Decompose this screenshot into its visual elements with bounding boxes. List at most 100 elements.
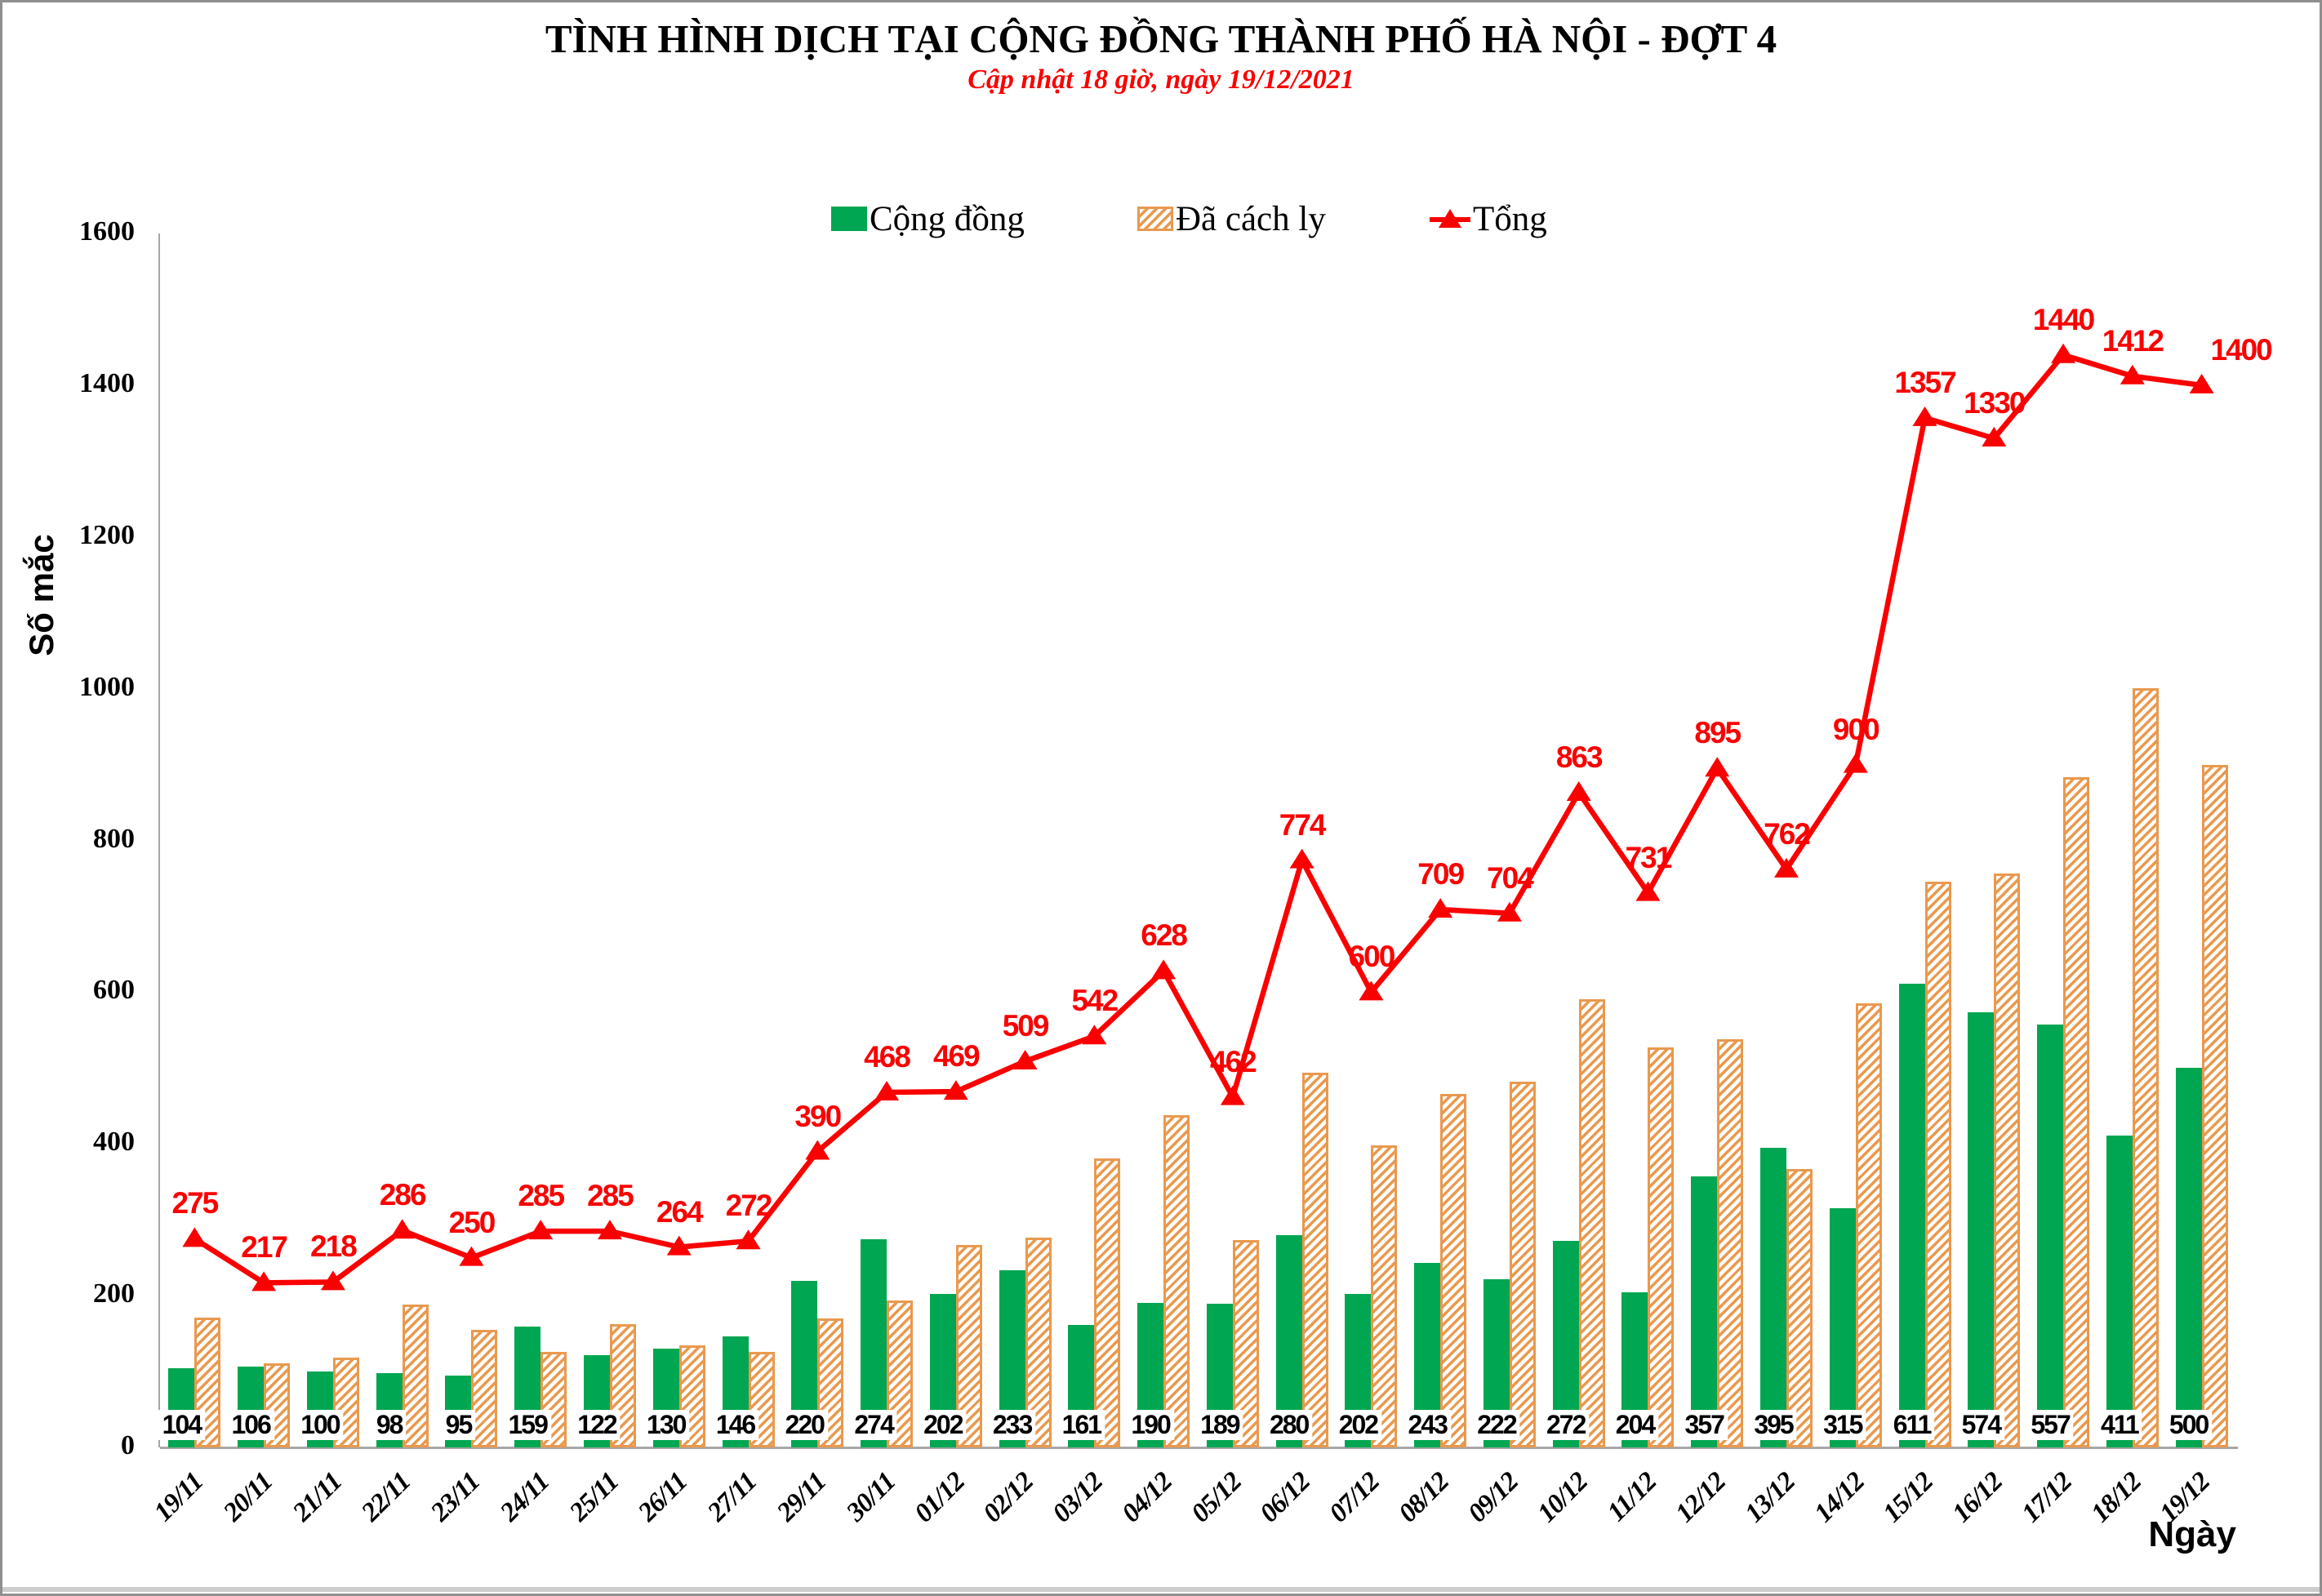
x-tick-label: 17/12 [2016,1467,2078,1529]
bar-value-label: 220 [781,1410,828,1440]
x-tick-label: 05/12 [1185,1467,1248,1529]
bottom-edge-strip [2,1587,2320,1592]
y-tick-label: 800 [93,823,135,854]
total-value-label: 709 [1417,857,1465,891]
legend-item-quarantined: Đã cách ly [1137,195,1326,242]
legend-triangle-icon [1439,209,1461,228]
bar-quarantined [2132,687,2159,1447]
bar-community [1691,1176,1718,1447]
total-value-label: 1412 [2102,323,2164,358]
x-tick-label: 09/12 [1462,1467,1524,1529]
x-tick-label: 12/12 [1670,1467,1732,1529]
bar-value-label: 202 [1334,1410,1382,1440]
total-value-label: 704 [1487,860,1534,895]
bar-quarantined [1163,1114,1190,1447]
bar-quarantined [1301,1072,1328,1447]
bar-quarantined [1094,1158,1121,1447]
total-marker-triangle-icon [528,1220,554,1240]
total-line-legend-marker [1430,208,1470,229]
bar-value-label: 233 [988,1410,1036,1440]
bar-value-label: 574 [1957,1410,2005,1440]
total-marker-triangle-icon [597,1220,622,1240]
total-value-label: 542 [1071,984,1119,1018]
bar-quarantined [1648,1047,1675,1447]
x-tick-label: 25/11 [563,1467,625,1527]
total-value-label: 285 [587,1179,634,1213]
total-marker-triangle-icon [1289,848,1314,869]
total-value-label: 895 [1694,716,1742,750]
x-tick-label: 29/11 [771,1467,832,1527]
bar-community [2037,1025,2064,1447]
total-marker-triangle-icon [320,1270,345,1291]
total-value-label: 1357 [1894,365,1956,399]
total-marker-triangle-icon [182,1227,207,1247]
total-value-label: 600 [1348,940,1396,974]
total-marker-triangle-icon [1220,1085,1245,1105]
total-marker-triangle-icon [1982,426,2007,447]
bar-value-label: 202 [919,1410,967,1440]
bar-quarantined [1509,1082,1536,1447]
x-tick-label: 03/12 [1047,1467,1109,1529]
total-marker-triangle-icon [874,1081,900,1101]
x-tick-label: 22/11 [356,1467,417,1527]
total-marker-triangle-icon [1566,780,1591,801]
legend-swatch-quarantined [1137,207,1173,231]
bar-quarantined [471,1329,498,1447]
bar-value-label: 272 [1542,1410,1590,1440]
bar-value-label: 161 [1057,1410,1105,1440]
bar-quarantined [1717,1038,1744,1447]
y-tick-label: 1000 [79,671,135,702]
x-tick-label: 07/12 [1323,1467,1386,1529]
total-marker-triangle-icon [1428,898,1453,918]
total-marker-triangle-icon [805,1140,830,1160]
y-axis-title: Số mắc [22,534,60,656]
chart-title: TÌNH HÌNH DỊCH TẠI CỘNG ĐỒNG THÀNH PHỐ H… [545,16,1777,61]
bar-quarantined [2201,764,2228,1447]
x-tick-label: 26/11 [633,1467,694,1527]
x-tick-label: 15/12 [1877,1467,1940,1529]
total-value-label: 762 [1764,816,1811,851]
bar-value-label: 204 [1611,1410,1659,1440]
x-tick-label: 06/12 [1255,1467,1317,1529]
chart-subtitle: Cập nhật 18 giờ, ngày 19/12/2021 [968,64,1354,95]
total-value-label: 275 [171,1186,220,1220]
bar-value-label: 274 [850,1410,897,1440]
bar-quarantined [1578,998,1605,1447]
x-tick-label: 16/12 [1946,1467,2008,1529]
y-tick-label: 400 [93,1127,135,1158]
bar-quarantined [1924,881,1951,1447]
bar-value-label: 280 [1265,1410,1313,1440]
x-tick-label: 19/11 [149,1467,209,1527]
total-marker-triangle-icon [1635,881,1661,901]
x-tick-label: 10/12 [1532,1467,1594,1529]
x-tick-label: 11/12 [1602,1467,1662,1527]
legend-label-total: Tổng [1473,199,1547,238]
x-tick-label: 30/11 [840,1467,901,1527]
total-marker-triangle-icon [459,1246,484,1266]
legend-swatch-community [831,207,867,231]
bar-quarantined [1994,874,2021,1447]
y-tick-label: 1200 [79,519,135,550]
bar-quarantined [402,1305,429,1447]
bar-value-label: 189 [1196,1410,1243,1440]
bar-quarantined [1855,1003,1882,1447]
total-value-label: 1400 [2210,332,2272,367]
y-tick-label: 600 [93,975,135,1006]
total-value-label: 218 [310,1229,358,1264]
legend-label-community: Cộng đồng [870,199,1025,238]
bar-value-label: 395 [1750,1410,1797,1440]
bar-value-label: 357 [1680,1410,1728,1440]
total-value-label: 264 [656,1194,704,1229]
bar-value-label: 100 [296,1410,344,1440]
total-marker-triangle-icon [943,1080,968,1100]
bar-quarantined [1440,1093,1467,1447]
bar-value-label: 146 [711,1410,759,1440]
total-value-label: 217 [241,1230,288,1265]
bar-quarantined [678,1345,705,1447]
total-marker-triangle-icon [1082,1025,1107,1045]
bar-value-label: 243 [1403,1410,1451,1440]
bar-community [1968,1011,1995,1447]
bar-quarantined [748,1351,775,1447]
